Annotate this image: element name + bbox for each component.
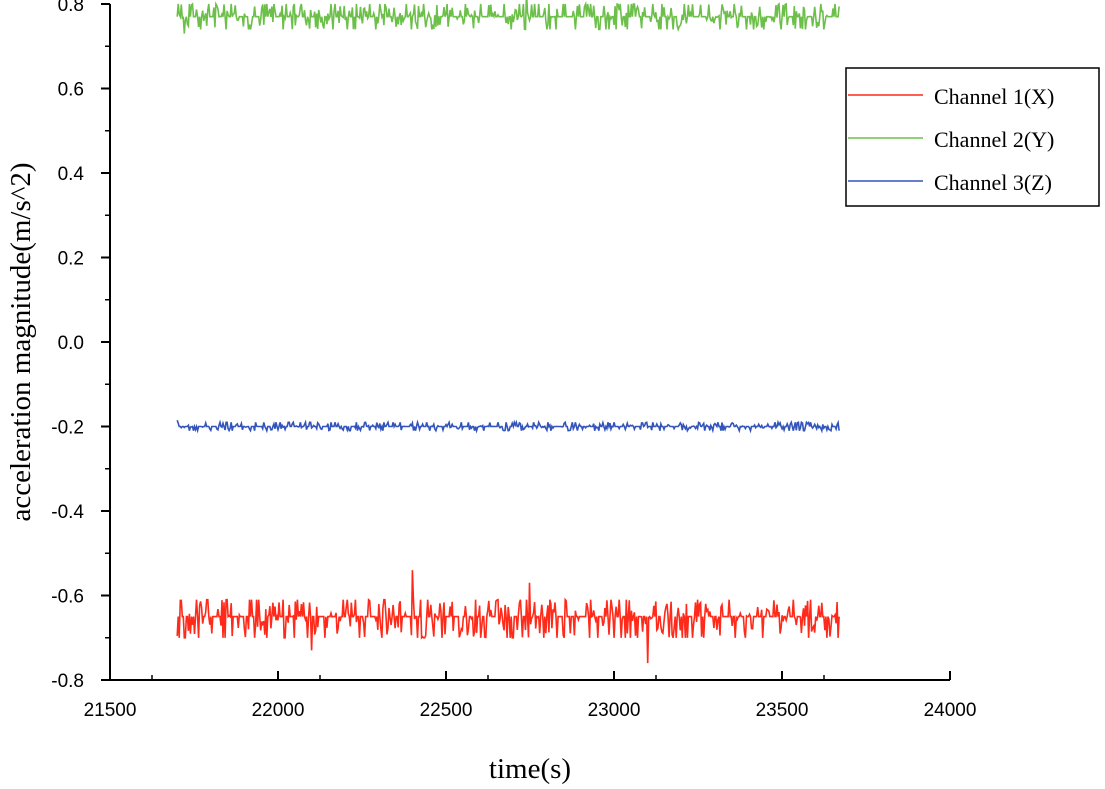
y-tick-label: -0.8 xyxy=(51,671,84,692)
x-tick-label: 24000 xyxy=(924,700,977,721)
x-axis-title: time(s) xyxy=(489,753,571,785)
y-tick-label: -0.2 xyxy=(51,418,84,439)
y-tick-label: -0.6 xyxy=(51,587,84,608)
legend-label-channel-1: Channel 1(X) xyxy=(934,84,1054,109)
x-ticks: 21500 22000 22500 23000 23500 24000 xyxy=(84,671,977,721)
x-tick-label: 21500 xyxy=(84,700,137,721)
legend-label-channel-2: Channel 2(Y) xyxy=(934,127,1054,152)
series-line-channel-1 xyxy=(176,570,840,664)
legend-box xyxy=(845,67,1100,207)
y-tick-label: 0.2 xyxy=(58,249,84,270)
y-tick-label: 0.4 xyxy=(58,164,85,185)
x-tick-label: 22500 xyxy=(420,700,473,721)
x-tick-label: 23000 xyxy=(588,700,641,721)
y-axis-title: acceleration magnitude(m/s^2) xyxy=(5,162,37,521)
y-tick-label: 0.6 xyxy=(58,80,84,101)
legend-label-channel-3: Channel 3(Z) xyxy=(934,170,1052,195)
y-tick-label: 0.0 xyxy=(58,333,84,354)
y-tick-label: -0.4 xyxy=(51,502,84,523)
series-line-channel-3 xyxy=(176,419,840,434)
y-ticks: -0.8 -0.6 -0.4 -0.2 0.0 0.2 0.4 0.6 0.8 xyxy=(51,0,110,692)
x-tick-label: 23500 xyxy=(756,700,809,721)
y-tick-label: 0.8 xyxy=(58,0,84,16)
series-line-channel-2 xyxy=(176,0,840,34)
x-tick-label: 22000 xyxy=(252,700,305,721)
legend: Channel 1(X) Channel 2(Y) Channel 3(Z) xyxy=(845,67,1100,207)
series-layer xyxy=(176,0,840,664)
